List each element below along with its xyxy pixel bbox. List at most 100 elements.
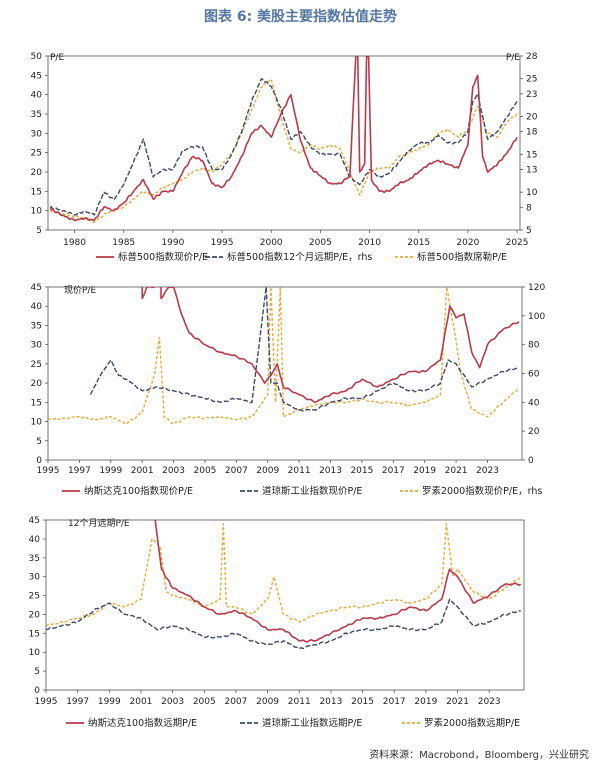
y-left-tick-label: 15 [31, 398, 42, 408]
y-left-tick-label: 15 [29, 629, 40, 639]
y-left-tick-label: 5 [36, 437, 42, 447]
y-right-tick-label: 100 [528, 312, 545, 322]
y-left-tick-label: 50 [31, 52, 43, 62]
y-left-tick-label: 20 [31, 168, 43, 178]
x-tick-label: 1999 [99, 466, 122, 476]
legend-label: 纳斯达克100指数远期P/E [88, 717, 197, 729]
y-left-tick-label: 30 [31, 129, 43, 139]
y-left-tick-label: 35 [31, 321, 42, 331]
x-tick-label: 2019 [413, 466, 436, 476]
x-tick-label: 1997 [68, 466, 91, 476]
legend-label: 罗素2000指数远期P/E [424, 717, 520, 729]
y-left-tick-label: 20 [31, 379, 43, 389]
x-tick-label: 2005 [193, 697, 216, 707]
y-right-tick-label: 15 [526, 150, 537, 160]
y-left-tick-label: 10 [31, 207, 43, 217]
y-right-tick-label: 28 [526, 52, 538, 62]
y-left-unit-label: 现价P/E [64, 285, 96, 296]
x-tick-label: 1985 [112, 238, 135, 248]
series-line-red [154, 520, 522, 643]
nasdaq-dow-russell-forward-pe-chart: 0 5 10 15 20 25 30 35 40 45 1995 1997 1999 2001 2003 20… [29, 516, 525, 729]
x-tick-label: 1995 [35, 697, 58, 707]
series-line-navy [89, 287, 520, 412]
x-tick-label: 2019 [414, 697, 437, 707]
y-left-tick-label: 45 [29, 516, 40, 526]
x-tick-label: 2003 [161, 697, 184, 707]
y-right-tick-label: 8 [526, 203, 532, 213]
y-left-tick-label: 0 [36, 456, 42, 466]
x-tick-label: 2015 [350, 466, 373, 476]
y-left-tick-label: 35 [31, 110, 42, 120]
x-tick-label: 2009 [256, 697, 279, 707]
x-tick-label: 2013 [319, 697, 342, 707]
y-left-unit-label: P/E [50, 53, 64, 63]
series-group [49, 56, 518, 224]
x-tick-label: 2021 [445, 466, 468, 476]
y-left-tick-label: 35 [29, 554, 40, 564]
y-left-tick-label: 30 [31, 341, 43, 351]
y-right-tick-label: 20 [528, 427, 540, 437]
x-tick-label: 2015 [407, 238, 430, 248]
plot-frame [45, 519, 525, 691]
series-line-red [49, 56, 518, 222]
x-tick-label: 2011 [288, 697, 311, 707]
nasdaq-dow-russell-current-pe-chart: 0 5 10 15 20 25 30 35 40 45 0 20 40 60 80 100 120 1995 199… [31, 283, 546, 497]
y-left-tick-label: 45 [31, 283, 42, 293]
legend-label: 标普500指数现价P/E [118, 251, 208, 263]
series-line-orange [48, 287, 520, 425]
y-left-tick-label: 10 [29, 648, 41, 658]
x-tick-label: 1990 [161, 238, 184, 248]
x-tick-label: 2003 [162, 466, 185, 476]
y-left-tick-label: 25 [31, 149, 42, 159]
y-left-tick-label: 40 [31, 91, 43, 101]
legend: 纳斯达克100指数现价P/E 道琼斯工业指数现价P/E 罗素2000指数现价P/E，… [62, 485, 542, 497]
x-tick-label: 1995 [211, 238, 234, 248]
plot-frame [47, 286, 523, 461]
y-right-tick-label: 120 [528, 283, 545, 293]
y-right-tick-label: 0 [528, 456, 534, 466]
series-line-red [141, 287, 520, 404]
legend-label: 标普500指数12个月远期P/E，rhs [227, 251, 372, 263]
legend-label: 纳斯达克100指数现价P/E [84, 485, 193, 497]
x-tick-label: 1995 [37, 466, 60, 476]
x-tick-label: 2015 [351, 697, 374, 707]
source-note: 资料来源：Macrobond，Bloomberg，兴业研究 [369, 750, 589, 761]
y-left-tick-label: 25 [31, 360, 42, 370]
x-tick-label: 2020 [456, 238, 479, 248]
y-left-tick-label: 20 [29, 610, 41, 620]
y-right-tick-label: 18 [526, 128, 538, 138]
x-tick-label: 2025 [506, 238, 529, 248]
series-line-orange [46, 523, 522, 627]
x-tick-label: 2023 [478, 697, 501, 707]
y-left-tick-label: 25 [29, 592, 40, 602]
series-line-navy [46, 598, 521, 650]
sp500-pe-chart: 5101520253035404550581013151820232528198… [31, 52, 538, 263]
x-tick-label: 2000 [260, 238, 283, 248]
x-tick-label: 2013 [319, 466, 342, 476]
y-right-tick-label: 40 [528, 398, 540, 408]
x-tick-label: 2009 [256, 466, 279, 476]
x-tick-label: 2007 [225, 466, 248, 476]
x-tick-label: 1999 [98, 697, 121, 707]
y-left-tick-label: 40 [29, 535, 41, 545]
x-tick-label: 2001 [130, 697, 153, 707]
y-left-tick-label: 15 [31, 187, 42, 197]
y-right-unit-label: P/E [506, 53, 520, 63]
x-tick-label: 2005 [194, 466, 217, 476]
x-tick-label: 2005 [309, 238, 332, 248]
x-tick-label: 2021 [446, 697, 469, 707]
y-left-tick-label: 0 [34, 686, 40, 696]
legend-label: 罗素2000指数现价P/E，rhs [422, 485, 542, 497]
y-left-unit-label: 12个月远期P/E [68, 518, 130, 529]
x-tick-label: 2017 [383, 697, 406, 707]
y-left-tick-label: 5 [36, 226, 42, 236]
x-tick-label: 2001 [131, 466, 154, 476]
y-right-tick-label: 60 [528, 370, 540, 380]
series-line-navy [49, 78, 518, 216]
x-tick-label: 1997 [66, 697, 89, 707]
series-line-orange [49, 78, 518, 224]
y-right-tick-label: 25 [526, 75, 537, 85]
y-right-tick-label: 20 [526, 113, 538, 123]
y-right-tick-label: 80 [528, 341, 540, 351]
